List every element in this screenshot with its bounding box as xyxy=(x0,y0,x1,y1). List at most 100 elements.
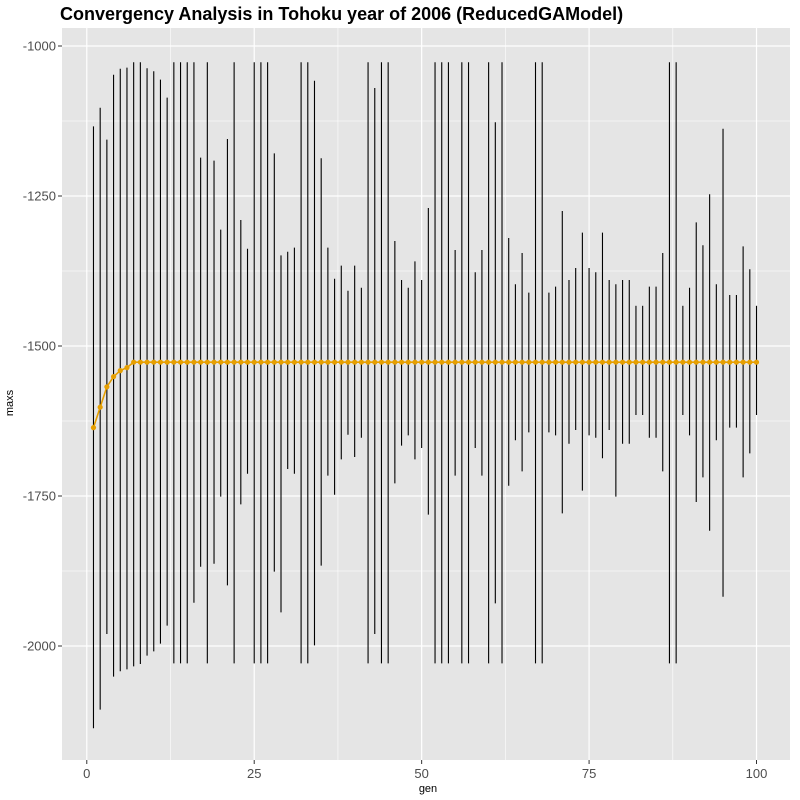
mean-point xyxy=(666,359,673,365)
mean-point xyxy=(405,359,411,365)
y-tick-label: -2000 xyxy=(23,639,56,654)
y-axis-label: maxs xyxy=(4,389,16,416)
mean-point xyxy=(506,359,512,365)
mean-point xyxy=(559,359,565,365)
mean-point xyxy=(747,359,753,365)
mean-point xyxy=(640,359,646,365)
mean-point xyxy=(104,384,110,390)
mean-point xyxy=(318,359,324,365)
mean-point xyxy=(325,359,331,365)
mean-point xyxy=(412,359,418,365)
mean-point xyxy=(660,359,666,365)
mean-point xyxy=(278,359,284,365)
mean-point xyxy=(552,359,559,365)
mean-point xyxy=(492,359,498,365)
mean-point xyxy=(673,359,679,365)
mean-point xyxy=(653,359,659,365)
mean-point xyxy=(191,359,197,365)
mean-point xyxy=(452,359,458,365)
x-axis-label: gen xyxy=(419,783,437,795)
mean-point xyxy=(137,359,143,365)
mean-point xyxy=(693,359,699,365)
x-tick-label: 25 xyxy=(247,766,261,781)
mean-point xyxy=(539,359,545,365)
mean-point xyxy=(271,359,277,365)
mean-point xyxy=(713,359,719,365)
x-tick-label: 50 xyxy=(414,766,428,781)
mean-point xyxy=(593,359,599,365)
mean-point xyxy=(171,359,177,365)
mean-point xyxy=(419,359,425,365)
x-tick-label: 75 xyxy=(582,766,596,781)
mean-point xyxy=(479,359,485,365)
mean-point xyxy=(753,359,760,365)
mean-point xyxy=(157,359,164,365)
mean-point xyxy=(97,404,103,410)
mean-point xyxy=(727,359,733,365)
mean-point xyxy=(700,359,706,365)
mean-point xyxy=(90,425,97,431)
mean-point xyxy=(305,359,311,365)
chart-title: Convergency Analysis in Tohoku year of 2… xyxy=(60,4,623,24)
mean-point xyxy=(238,359,244,365)
mean-point xyxy=(358,359,364,365)
x-tick-label: 100 xyxy=(746,766,768,781)
y-tick-label: -1500 xyxy=(23,339,56,354)
mean-point xyxy=(486,359,492,365)
mean-point xyxy=(331,359,338,365)
mean-point xyxy=(606,359,612,365)
mean-point xyxy=(177,359,184,365)
mean-point xyxy=(599,359,606,365)
y-tick-label: -1250 xyxy=(23,189,56,204)
y-axis: -2000 -1750 -1500 -1250 -1000 xyxy=(23,39,62,654)
mean-line xyxy=(92,361,757,428)
x-axis: 0 25 50 75 100 xyxy=(83,760,767,781)
mean-point xyxy=(338,359,344,365)
y-tick-label: -1750 xyxy=(23,489,56,504)
mean-point xyxy=(218,359,224,365)
mean-point xyxy=(512,359,519,365)
mean-point xyxy=(244,359,251,365)
mean-point xyxy=(526,359,532,365)
mean-point xyxy=(740,359,746,365)
mean-point xyxy=(372,359,378,365)
mean-point xyxy=(646,359,652,365)
mean-point xyxy=(432,359,438,365)
mean-point xyxy=(211,359,217,365)
mean-point xyxy=(151,359,157,365)
mean-point xyxy=(398,359,405,365)
mean-point xyxy=(546,359,552,365)
mean-point xyxy=(385,359,391,365)
mean-point xyxy=(184,359,190,365)
mean-point xyxy=(733,359,740,365)
mean-point xyxy=(365,359,371,365)
mean-point xyxy=(198,359,204,365)
mean-point xyxy=(445,359,452,365)
x-tick-label: 0 xyxy=(83,766,90,781)
mean-line-layer xyxy=(92,361,757,428)
mean-point xyxy=(224,359,231,365)
mean-point xyxy=(613,359,619,365)
mean-point xyxy=(392,359,398,365)
mean-point xyxy=(425,359,431,365)
mean-point xyxy=(117,368,123,374)
mean-point xyxy=(144,359,150,365)
mean-point xyxy=(258,359,264,365)
mean-point xyxy=(686,359,693,365)
mean-point xyxy=(378,359,385,365)
y-tick-label: -1000 xyxy=(23,39,56,54)
mean-point xyxy=(586,359,592,365)
mean-point xyxy=(472,359,478,365)
mean-point xyxy=(124,365,130,371)
mean-point xyxy=(707,359,713,365)
mean-points xyxy=(90,359,760,431)
mean-point xyxy=(519,359,525,365)
mean-point xyxy=(204,359,210,365)
grid-minor xyxy=(62,28,790,760)
mean-point xyxy=(579,359,585,365)
mean-point xyxy=(532,359,539,365)
mean-point xyxy=(633,359,639,365)
plot-panel xyxy=(62,28,790,760)
mean-point xyxy=(131,359,137,365)
mean-point xyxy=(439,359,445,365)
